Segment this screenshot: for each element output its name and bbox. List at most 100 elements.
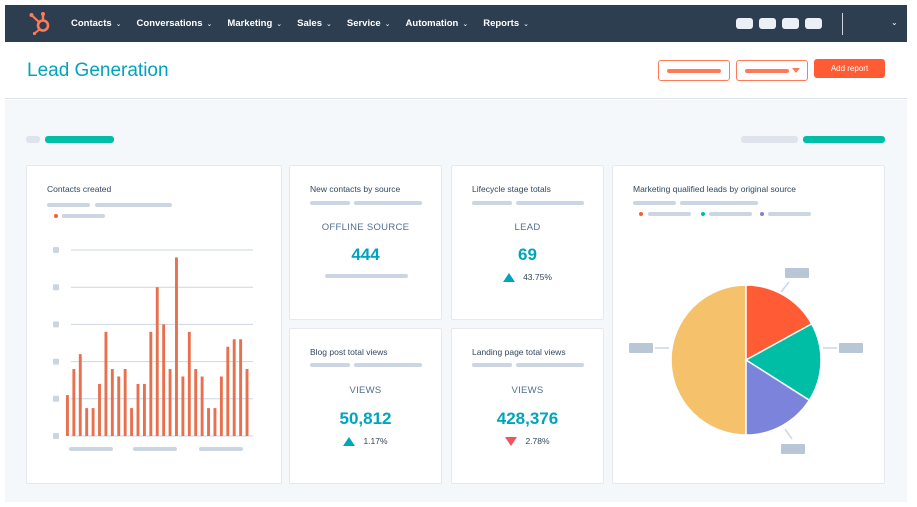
subtitle-placeholder <box>472 201 512 205</box>
pie-slice <box>744 322 822 402</box>
subtitle-placeholder <box>516 201 584 205</box>
nav-reports[interactable]: Reports ⌄ <box>483 18 529 29</box>
legend-dot <box>701 212 705 216</box>
nav-sales[interactable]: Sales ⌄ <box>297 18 332 29</box>
x-tick-label-placeholder <box>199 447 243 451</box>
card-title: Contacts created <box>47 184 112 194</box>
main-menu: Contacts ⌄ Conversations ⌄ Marketing ⌄ Sale… <box>71 5 544 42</box>
bar <box>91 408 95 436</box>
subtitle-placeholder <box>95 203 172 207</box>
y-tick-marker <box>53 358 59 365</box>
bar <box>117 376 121 436</box>
new-contacts-card[interactable]: New contacts by source OFFLINE SOURCE 44… <box>289 165 442 320</box>
pie-label-placeholder <box>629 343 653 353</box>
stat-value: 428,376 <box>496 409 559 428</box>
contacts-created-card[interactable]: Contacts created <box>26 165 282 484</box>
account-menu-chevron-icon[interactable]: ⌄ <box>891 18 898 27</box>
pie-label-placeholder <box>781 444 805 454</box>
bar <box>162 324 166 436</box>
stat-change-value: 43.75% <box>523 272 552 282</box>
legend-dot <box>54 214 58 218</box>
chevron-down-icon: ⌄ <box>276 20 283 28</box>
bar <box>175 257 178 436</box>
bar <box>181 376 185 436</box>
stat-value: 444 <box>351 245 380 264</box>
subtitle-placeholder <box>516 363 584 367</box>
card-title: Lifecycle stage totals <box>472 184 551 194</box>
lifecycle-stage-card[interactable]: Lifecycle stage totals LEAD 69 43.75% <box>451 165 604 320</box>
callout-leader <box>784 428 793 440</box>
stat-change-value: 2.78% <box>525 436 550 446</box>
landing-page-views-card[interactable]: Landing page total views VIEWS 428,376 2… <box>451 328 604 484</box>
filter-label-placeholder <box>26 136 40 143</box>
stat-change: 1.17% <box>290 436 441 446</box>
nav-service-label: Service <box>346 18 381 29</box>
bar <box>66 395 69 436</box>
y-tick-marker <box>53 395 59 402</box>
bar <box>130 408 134 436</box>
subtitle-placeholder <box>310 363 350 367</box>
legend-dot <box>760 212 764 216</box>
nav-automation[interactable]: Automation ⌄ <box>406 18 469 29</box>
date-range-link[interactable] <box>803 136 885 143</box>
bar <box>78 354 82 436</box>
nav-marketing[interactable]: Marketing ⌄ <box>227 18 282 29</box>
chevron-down-icon: ⌄ <box>523 20 529 28</box>
nav-utility-button-1[interactable] <box>736 18 753 29</box>
nav-utility-button-4[interactable] <box>805 18 822 29</box>
date-range-label-placeholder <box>741 136 798 143</box>
chevron-down-icon: ⌄ <box>115 20 122 28</box>
nav-utility-button-2[interactable] <box>759 18 776 29</box>
legend-label-placeholder <box>709 212 752 216</box>
subtitle-placeholder <box>680 201 758 205</box>
nav-contacts-label: Contacts <box>71 18 112 29</box>
subtitle-placeholder <box>47 203 90 207</box>
nav-conversations[interactable]: Conversations ⌄ <box>137 18 213 29</box>
bar <box>245 369 249 436</box>
dashboard-body: Contacts created New contacts by source … <box>5 100 907 502</box>
bar <box>104 331 108 436</box>
bar <box>239 339 243 436</box>
nav-utility-button-3[interactable] <box>782 18 799 29</box>
stat-label: VIEWS <box>349 385 382 396</box>
subtitle-placeholder <box>354 201 422 205</box>
stat-label: VIEWS <box>511 385 544 396</box>
subtitle-placeholder <box>310 201 350 205</box>
add-report-button[interactable]: Add report <box>814 59 885 78</box>
bar <box>136 383 140 436</box>
legend-dot <box>639 212 643 216</box>
bar <box>168 369 172 436</box>
bar <box>213 408 217 436</box>
nav-service[interactable]: Service ⌄ <box>347 18 391 29</box>
nav-contacts[interactable]: Contacts ⌄ <box>71 18 122 29</box>
card-title: New contacts by source <box>310 184 401 194</box>
x-tick-label-placeholder <box>133 447 177 451</box>
header-dropdown-button[interactable] <box>736 60 808 81</box>
stat-label: OFFLINE SOURCE <box>321 222 410 233</box>
y-tick-marker <box>53 433 59 439</box>
blog-post-views-card[interactable]: Blog post total views VIEWS 50,812 1.17% <box>289 328 442 484</box>
bar <box>142 383 146 436</box>
legend-label-placeholder <box>648 212 691 216</box>
card-title: Blog post total views <box>310 347 388 357</box>
subtitle-placeholder <box>354 363 422 367</box>
bar <box>232 339 236 436</box>
bar <box>85 408 89 436</box>
legend-label-placeholder <box>62 214 105 218</box>
stat-footer-placeholder <box>325 274 408 278</box>
chevron-down-icon: ⌄ <box>384 20 391 28</box>
page-header: Lead Generation Add report <box>5 42 907 99</box>
mql-pie-chart <box>629 268 863 454</box>
stat-label: LEAD <box>514 222 541 233</box>
mql-by-source-card[interactable]: Marketing qualified leads by original so… <box>612 165 885 484</box>
stat-change: 2.78% <box>452 436 603 446</box>
stat-change-value: 1.17% <box>363 436 388 446</box>
pie-label-placeholder <box>839 343 863 353</box>
header-action-button[interactable] <box>658 60 730 81</box>
dashboard-filter-link[interactable] <box>45 136 114 143</box>
hubspot-logo-icon[interactable] <box>27 10 53 36</box>
y-tick-marker <box>53 284 59 291</box>
bar <box>155 287 159 436</box>
bar <box>200 376 204 436</box>
trend-down-icon <box>505 436 518 446</box>
